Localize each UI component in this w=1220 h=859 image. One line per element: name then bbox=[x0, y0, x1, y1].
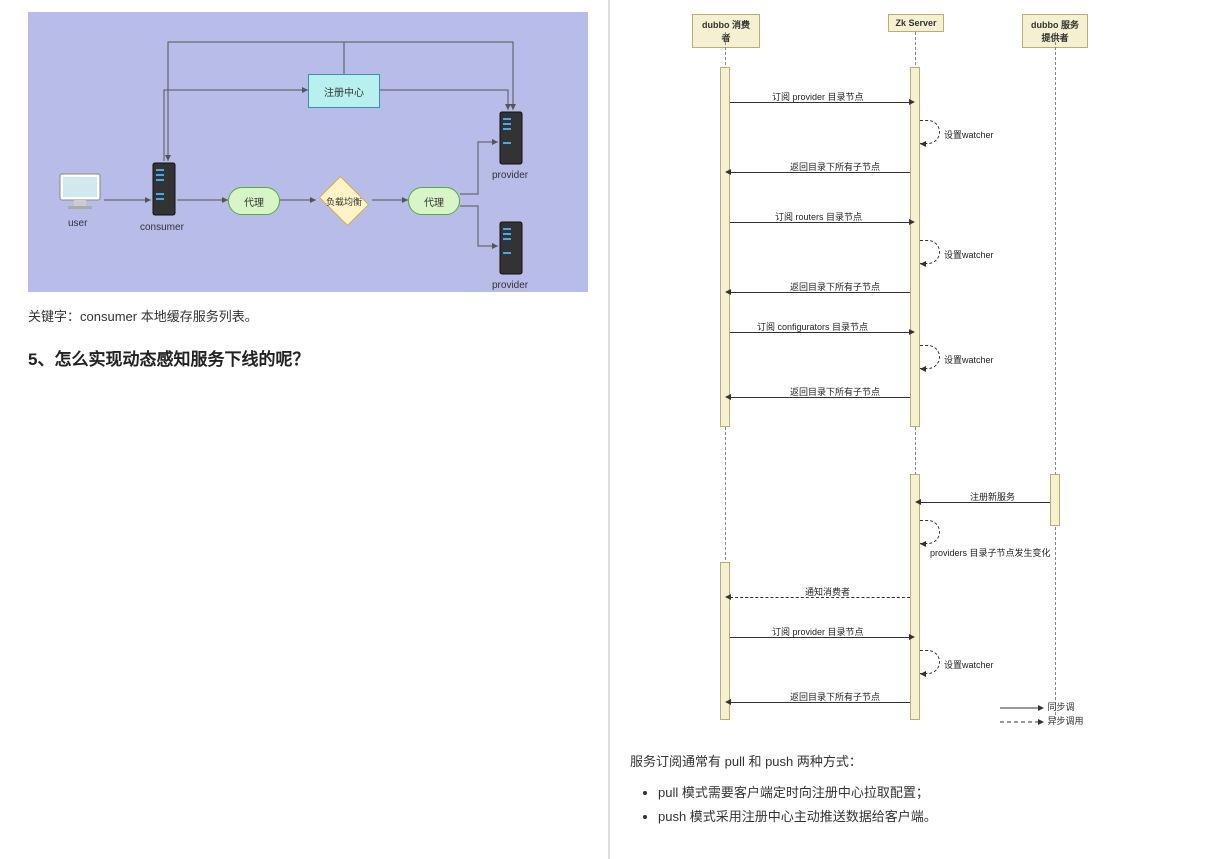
section-heading: 5、怎么实现动态感知服务下线的呢？ bbox=[28, 345, 580, 370]
legend-sync: 同步调 bbox=[1000, 700, 1075, 713]
label-provider1: provider bbox=[492, 170, 528, 181]
message-label: 订阅 provider 目录节点 bbox=[772, 90, 864, 103]
node-proxy1: 代理 bbox=[228, 187, 280, 215]
message-label: 返回目录下所有子节点 bbox=[790, 385, 880, 398]
list-item: push 模式采用注册中心主动推送数据给客户端。 bbox=[658, 805, 1200, 828]
actor-zk: Zk Server bbox=[888, 14, 944, 32]
message-label: 订阅 configurators 目录节点 bbox=[757, 320, 868, 333]
pull-push-intro: 服务订阅通常有 pull 和 push 两种方式： bbox=[630, 750, 1200, 773]
caption-text: 关键字：consumer 本地缓存服务列表。 bbox=[28, 306, 580, 325]
flowchart-diagram: 注册中心 代理 负载均衡 代理 user consumer provider bbox=[28, 12, 588, 292]
message-label: 返回目录下所有子节点 bbox=[790, 280, 880, 293]
legend-async: 异步调用 bbox=[1000, 714, 1084, 727]
message-label: 通知消费者 bbox=[805, 585, 850, 598]
node-consumer bbox=[151, 161, 177, 217]
node-lb-label: 负载均衡 bbox=[326, 195, 362, 208]
node-registry: 注册中心 bbox=[308, 74, 380, 108]
node-proxy2-label: 代理 bbox=[424, 194, 444, 209]
message-label: 注册新服务 bbox=[970, 490, 1015, 503]
message-label: 设置watcher bbox=[944, 658, 994, 671]
message-label: providers 目录子节点发生变化 bbox=[930, 546, 1051, 559]
activation-zk-2 bbox=[910, 474, 920, 720]
lifeline-provider bbox=[1055, 32, 1056, 720]
node-provider1 bbox=[498, 110, 524, 166]
message-label: 返回目录下所有子节点 bbox=[790, 690, 880, 703]
sequence-diagram: dubbo 消费者 Zk Server dubbo 服务提供者 订阅 provi… bbox=[630, 12, 1200, 732]
message-label: 返回目录下所有子节点 bbox=[790, 160, 880, 173]
activation-zk-1 bbox=[910, 67, 920, 427]
node-lb: 负载均衡 bbox=[316, 180, 372, 222]
message-label: 订阅 provider 目录节点 bbox=[772, 625, 864, 638]
activation-consumer-1 bbox=[720, 67, 730, 427]
actor-consumer: dubbo 消费者 bbox=[692, 14, 760, 48]
node-proxy1-label: 代理 bbox=[244, 194, 264, 209]
label-provider2: provider bbox=[492, 280, 528, 291]
message-label: 设置watcher bbox=[944, 128, 994, 141]
node-registry-label: 注册中心 bbox=[324, 84, 364, 99]
message-label: 订阅 routers 目录节点 bbox=[775, 210, 862, 223]
node-provider2 bbox=[498, 220, 524, 276]
bullet-list: pull 模式需要客户端定时向注册中心拉取配置； push 模式采用注册中心主动… bbox=[658, 781, 1200, 828]
node-proxy2: 代理 bbox=[408, 187, 460, 215]
label-consumer: consumer bbox=[140, 222, 184, 233]
label-user: user bbox=[68, 218, 87, 229]
node-user bbox=[56, 172, 104, 212]
list-item: pull 模式需要客户端定时向注册中心拉取配置； bbox=[658, 781, 1200, 804]
message-label: 设置watcher bbox=[944, 248, 994, 261]
activation-consumer-2 bbox=[720, 562, 730, 720]
message-label: 设置watcher bbox=[944, 353, 994, 366]
activation-provider bbox=[1050, 474, 1060, 526]
